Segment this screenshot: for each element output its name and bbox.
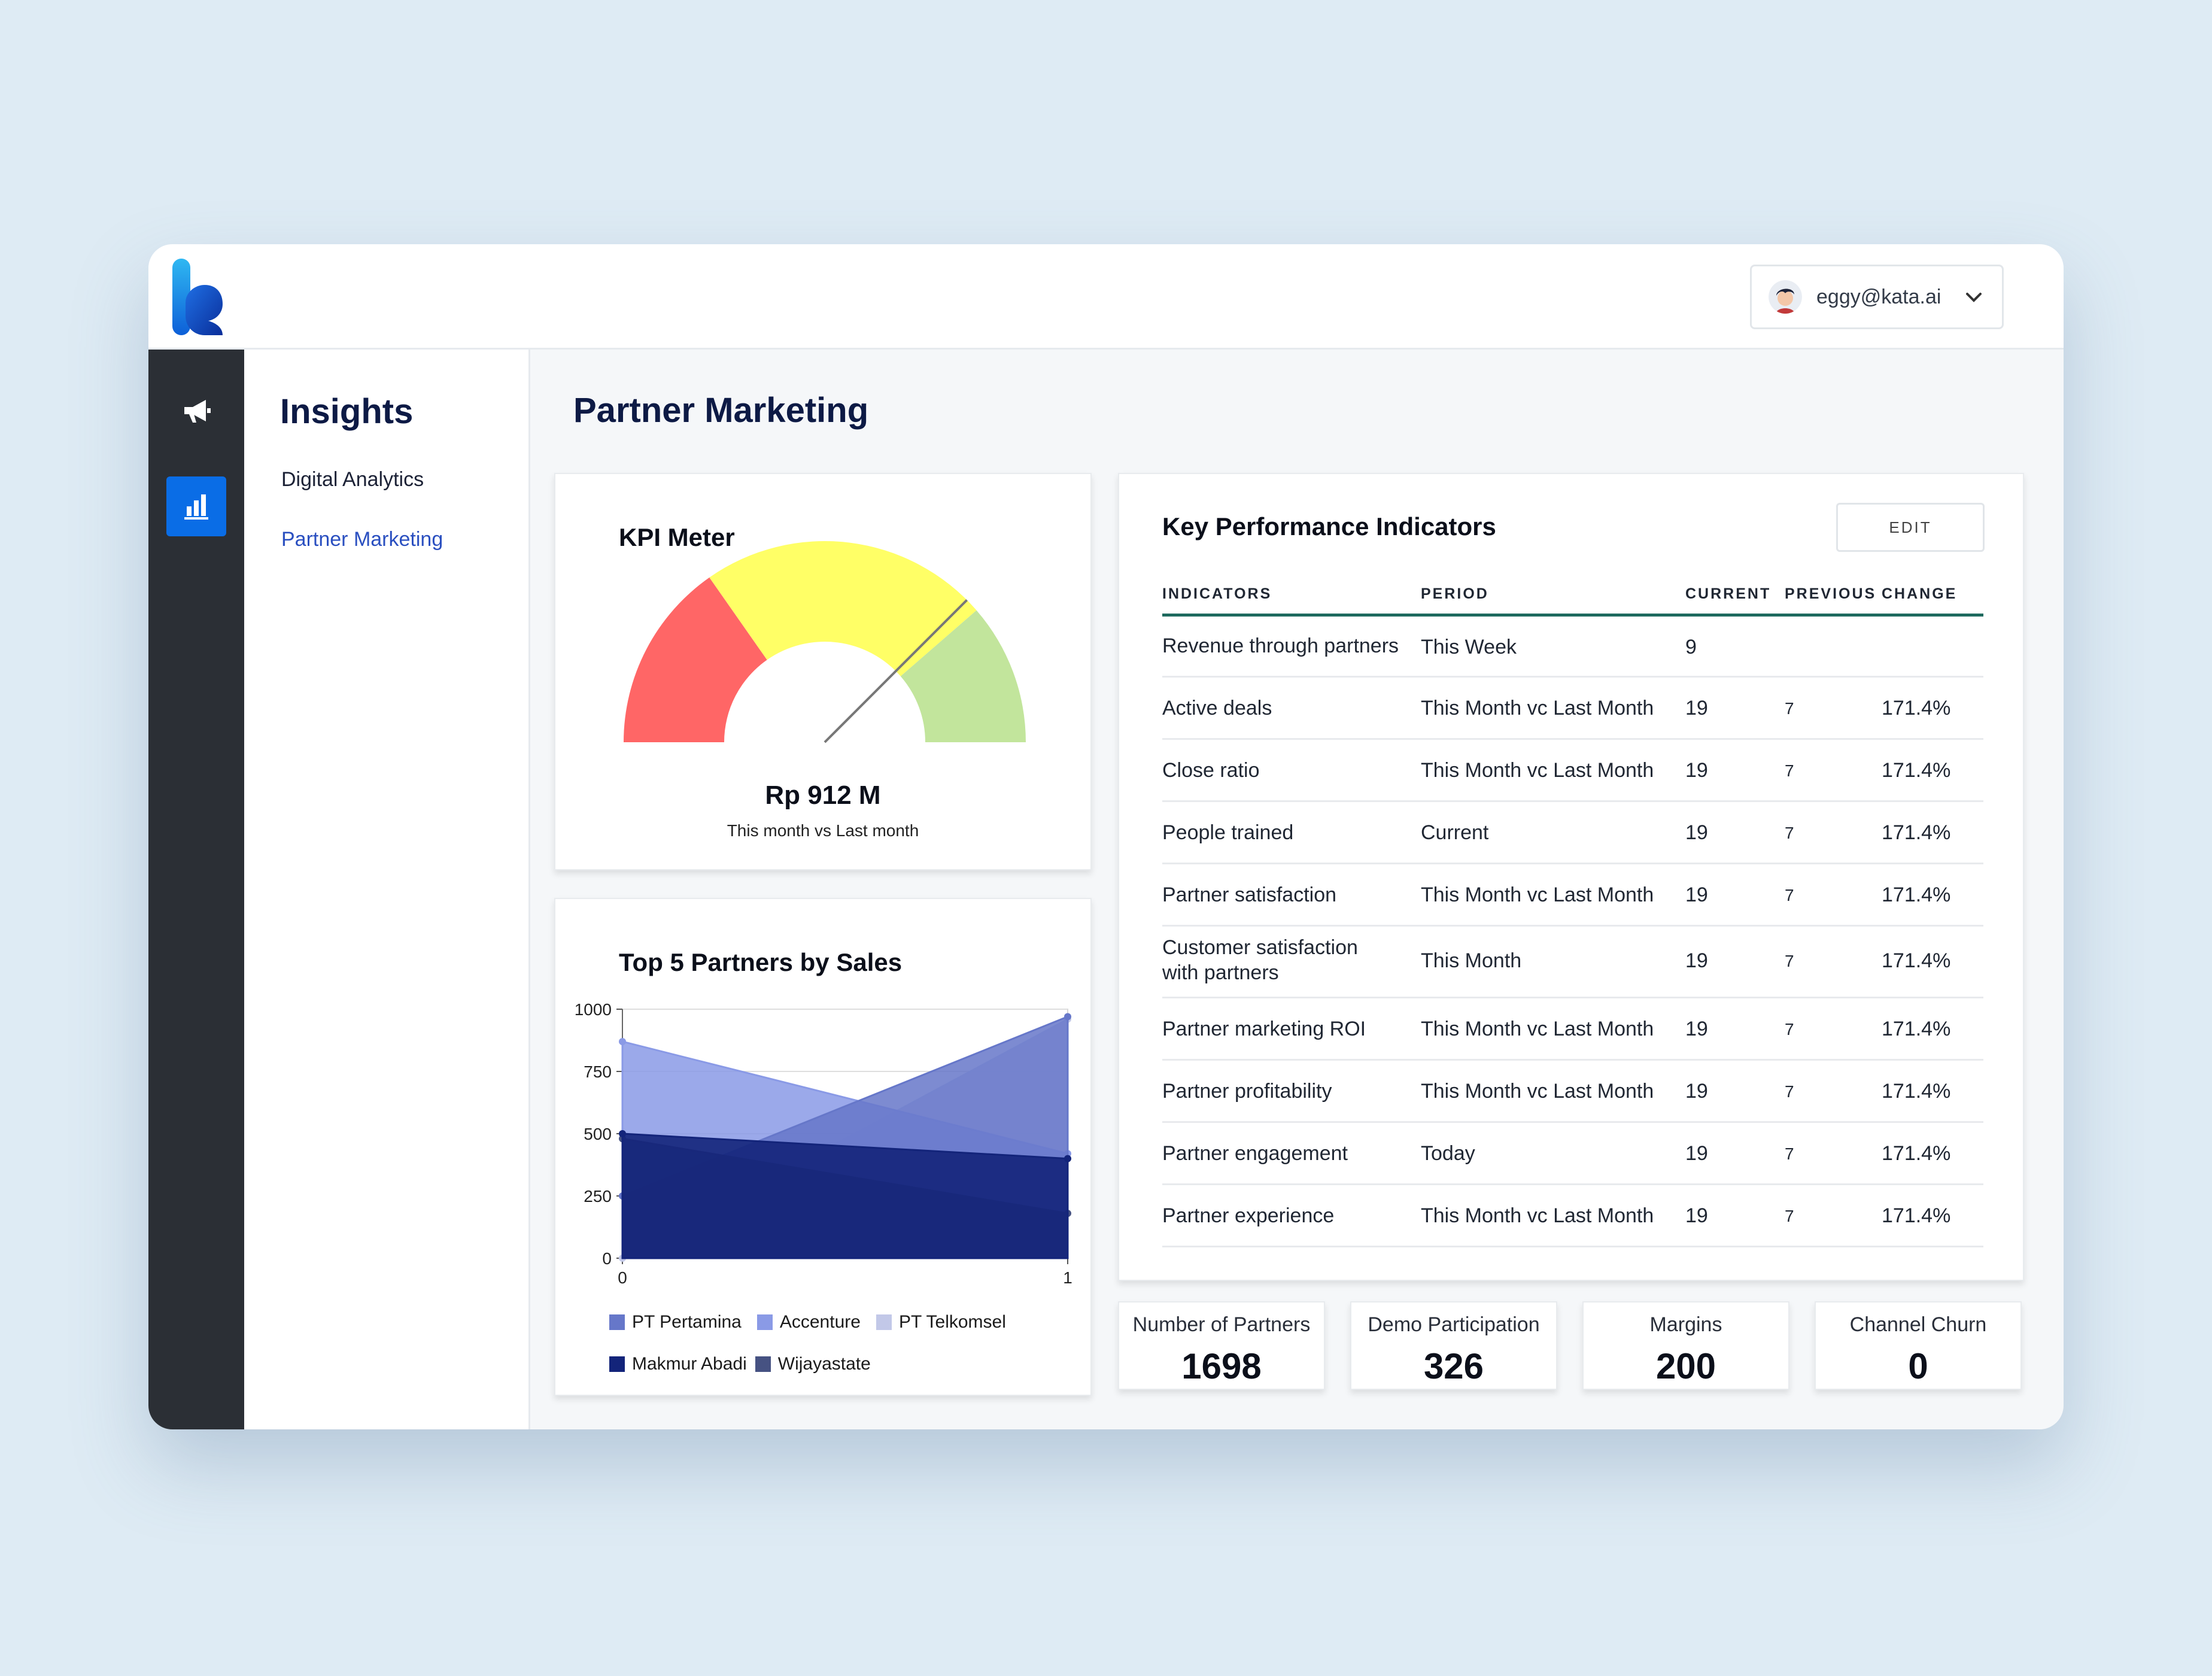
top-partners-card: Top 5 Partners by Sales 0 250 500 750 1000 0 1…: [554, 898, 1092, 1396]
nav-insights-button[interactable]: [166, 476, 226, 536]
gauge-needle: [824, 599, 968, 743]
stat-card-margins: Margins 200: [1582, 1301, 1789, 1390]
y-tick-label: 0: [602, 1249, 612, 1268]
table-row[interactable]: Customer satisfaction with partners This…: [1162, 927, 1983, 998]
table-row[interactable]: Partner satisfaction This Month vc Last …: [1162, 864, 1983, 927]
chart-legend: Makmur Abadi Wijayastate: [609, 1354, 886, 1374]
gauge-band: [624, 577, 767, 742]
legend-item: PT Telkomsel: [876, 1312, 1006, 1332]
data-point: [1064, 1013, 1071, 1021]
icon-sidebar: [148, 350, 244, 1429]
x-tick-label: 0: [618, 1268, 627, 1287]
page-title: Partner Marketing: [573, 391, 869, 430]
kpi-table: INDICATORS PERIOD CURRENT PREVIOUS CHANG…: [1162, 583, 1983, 1247]
stat-label: Demo Participation: [1368, 1313, 1540, 1336]
column-header: PERIOD: [1421, 585, 1489, 602]
app-window: eggy@kata.ai Insights Digital Ana: [148, 244, 2064, 1429]
table-row[interactable]: Revenue through partners This Week 9: [1162, 617, 1983, 678]
top-partners-area-chart: 0 250 500 750 1000 0 1: [575, 1000, 1072, 1287]
kpi-table-card: Key Performance Indicators EDIT INDICATO…: [1118, 473, 2024, 1281]
stat-value: 200: [1655, 1346, 1716, 1386]
edit-button[interactable]: EDIT: [1836, 503, 1985, 552]
top-bar: eggy@kata.ai: [148, 244, 2064, 350]
y-tick-label: 250: [584, 1187, 612, 1206]
avatar: [1769, 280, 1802, 314]
kpi-table-title: Key Performance Indicators: [1162, 512, 1496, 541]
top-partners-title: Top 5 Partners by Sales: [619, 948, 903, 976]
stat-card-number-of-partners: Number of Partners 1698: [1118, 1301, 1325, 1390]
user-menu-dropdown[interactable]: eggy@kata.ai: [1750, 265, 2004, 329]
column-header: CURRENT: [1685, 585, 1772, 602]
table-header: INDICATORS PERIOD CURRENT PREVIOUS CHANG…: [1162, 583, 1983, 617]
y-tick-label: 750: [584, 1062, 612, 1081]
column-header: PREVIOUS: [1785, 585, 1877, 602]
gauge-band: [709, 541, 977, 676]
stat-card-channel-churn: Channel Churn 0: [1815, 1301, 2022, 1390]
kpi-meter-value: Rp 912 M: [765, 781, 881, 810]
bar-chart-icon: [184, 494, 208, 520]
stat-value: 326: [1423, 1346, 1484, 1386]
megaphone-icon: [184, 400, 211, 423]
insights-subnav: Insights Digital Analytics Partner Marke…: [244, 350, 530, 1429]
data-point: [1064, 1155, 1071, 1162]
user-email: eggy@kata.ai: [1816, 285, 1941, 308]
legend-item: Wijayastate: [755, 1354, 871, 1374]
stat-label: Margins: [1649, 1313, 1722, 1336]
legend-item: PT Pertamina: [609, 1312, 742, 1332]
table-row[interactable]: Close ratio This Month vc Last Month 19 …: [1162, 740, 1983, 802]
table-row[interactable]: Partner experience This Month vc Last Mo…: [1162, 1185, 1983, 1247]
subnav-item-digital-analytics[interactable]: Digital Analytics: [281, 468, 424, 491]
table-row[interactable]: Partner marketing ROI This Month vc Last…: [1162, 998, 1983, 1061]
stat-label: Channel Churn: [1849, 1313, 1987, 1336]
data-point: [619, 1038, 626, 1046]
kpi-gauge: [624, 541, 1026, 743]
subnav-item-partner-marketing[interactable]: Partner Marketing: [281, 528, 443, 551]
stat-label: Number of Partners: [1132, 1313, 1311, 1336]
chevron-down-icon: [1966, 293, 1982, 302]
stat-value: 0: [1908, 1346, 1928, 1386]
table-row[interactable]: Partner engagement Today 19 7 171.4%: [1162, 1123, 1983, 1185]
table-row[interactable]: Partner profitability This Month vc Last…: [1162, 1061, 1983, 1123]
gauge-band: [900, 610, 1026, 742]
kpi-meter-card: KPI Meter Rp 912 M This month vs Last mo…: [554, 473, 1092, 870]
stat-card-demo-participation: Demo Participation 326: [1350, 1301, 1557, 1390]
table-row[interactable]: People trained Current 19 7 171.4%: [1162, 802, 1983, 864]
nav-campaigns-button[interactable]: [166, 381, 226, 441]
table-row[interactable]: Active deals This Month vc Last Month 19…: [1162, 678, 1983, 740]
chart-legend: PT Pertamina Accenture PT Telkomsel: [609, 1312, 1022, 1332]
column-header: INDICATORS: [1162, 585, 1272, 602]
y-tick-label: 500: [584, 1125, 612, 1143]
y-tick-label: 1000: [575, 1000, 612, 1019]
kata-logo-icon[interactable]: [171, 256, 223, 338]
legend-item: Accenture: [756, 1312, 861, 1332]
data-point: [619, 1130, 626, 1137]
kpi-meter-title: KPI Meter: [619, 523, 735, 551]
stat-value: 1698: [1181, 1346, 1262, 1386]
legend-item: Makmur Abadi: [609, 1354, 747, 1374]
column-header: CHANGE: [1882, 585, 1958, 602]
x-tick-label: 1: [1063, 1268, 1072, 1287]
kpi-meter-subtitle: This month vs Last month: [727, 821, 919, 840]
subnav-title: Insights: [280, 392, 414, 431]
